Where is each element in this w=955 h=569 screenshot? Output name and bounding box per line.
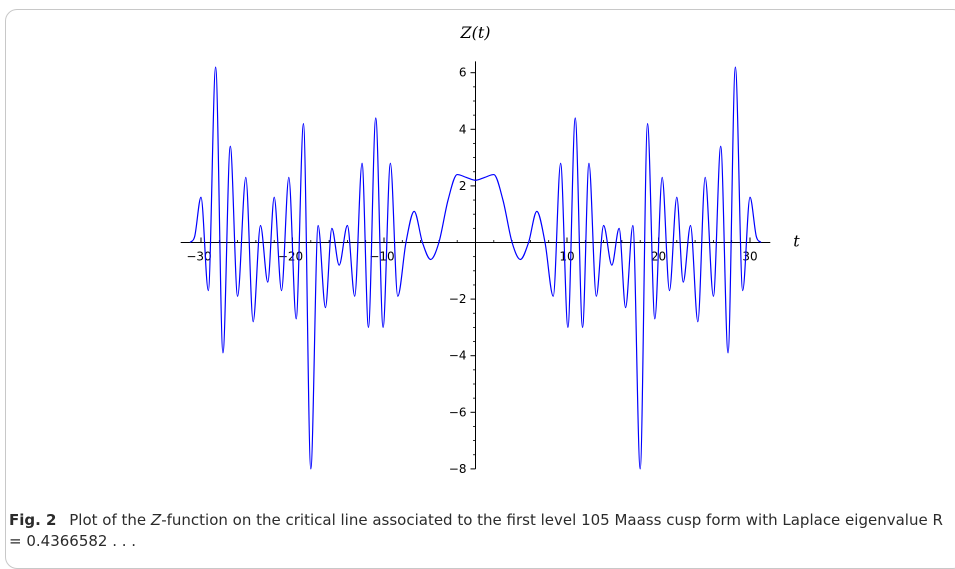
- y-tick-label: −6: [449, 405, 467, 419]
- figure-caption: Fig. 2 Plot of the Z-function on the cri…: [9, 510, 949, 552]
- y-tick-label: −4: [449, 349, 467, 363]
- x-axis-label: t: [793, 232, 800, 251]
- caption-label: Fig. 2: [9, 511, 57, 529]
- caption-italic-z: Z: [150, 511, 162, 529]
- y-axis-label: Z(t): [459, 23, 490, 42]
- caption-text-post: -function on the critical line associate…: [161, 511, 933, 529]
- y-tick-label: 2: [459, 179, 467, 193]
- x-tick-label: −10: [369, 250, 394, 264]
- x-tick-label: 10: [559, 250, 574, 264]
- x-tick-label: 30: [742, 250, 757, 264]
- y-tick-label: 6: [459, 66, 467, 80]
- caption-formula: R = 0.4366582 . . .: [9, 511, 943, 550]
- y-tick-label: −8: [449, 462, 467, 476]
- y-tick-label: −2: [449, 292, 467, 306]
- caption-text-pre: Plot of the: [69, 511, 151, 529]
- z-function-curve: [189, 66, 762, 470]
- y-tick-label: 4: [459, 122, 467, 136]
- x-tick-label: −30: [186, 250, 211, 264]
